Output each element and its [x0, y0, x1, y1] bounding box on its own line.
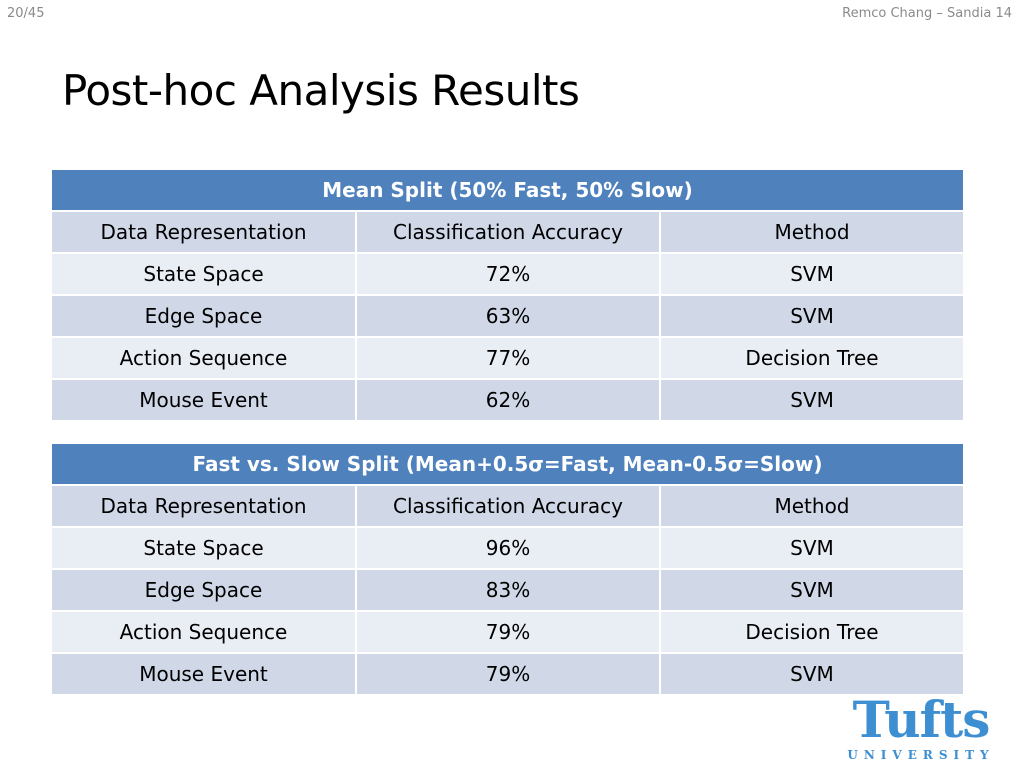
cell-method: SVM [660, 653, 965, 696]
column-header: Data Representation [52, 485, 357, 528]
table-row: Mouse Event 79% SVM [52, 653, 965, 696]
cell-accuracy: 96% [356, 527, 661, 570]
logo-wordmark: Tufts [852, 690, 991, 749]
results-table-mean-split: Mean Split (50% Fast, 50% Slow) Data Rep… [52, 170, 966, 422]
cell-method: SVM [660, 527, 965, 570]
cell-accuracy: 62% [356, 379, 661, 422]
cell-representation: Mouse Event [52, 653, 357, 696]
table-caption: Fast vs. Slow Split (Mean+0.5σ=Fast, Mea… [52, 444, 965, 486]
cell-method: SVM [660, 569, 965, 612]
column-header: Classification Accuracy [356, 485, 661, 528]
column-header: Classification Accuracy [356, 211, 661, 254]
cell-method: SVM [660, 295, 966, 338]
cell-method: SVM [660, 379, 966, 422]
cell-representation: State Space [52, 253, 357, 296]
cell-representation: State Space [52, 527, 357, 570]
table-row: Action Sequence 79% Decision Tree [52, 611, 965, 654]
slide-title: Post-hoc Analysis Results [62, 66, 580, 115]
cell-accuracy: 63% [356, 295, 661, 338]
column-header-row: Data Representation Classification Accur… [52, 211, 966, 254]
cell-accuracy: 79% [356, 611, 661, 654]
presenter-credit: Remco Chang – Sandia 14 [842, 6, 1012, 21]
tufts-university-logo: Tufts UNIVERSITY [838, 690, 1004, 768]
column-header: Method [660, 485, 965, 528]
cell-method: Decision Tree [660, 337, 966, 380]
cell-representation: Action Sequence [52, 611, 357, 654]
cell-accuracy: 83% [356, 569, 661, 612]
page-number: 20/45 [7, 6, 45, 21]
cell-representation: Edge Space [52, 569, 357, 612]
cell-representation: Edge Space [52, 295, 357, 338]
cell-representation: Mouse Event [52, 379, 357, 422]
cell-method: Decision Tree [660, 611, 965, 654]
column-header: Data Representation [52, 211, 357, 254]
cell-representation: Action Sequence [52, 337, 357, 380]
logo-subtext: UNIVERSITY [847, 748, 995, 762]
cell-method: SVM [660, 253, 966, 296]
results-table-fast-slow-split: Fast vs. Slow Split (Mean+0.5σ=Fast, Mea… [52, 444, 965, 696]
table-caption: Mean Split (50% Fast, 50% Slow) [52, 170, 966, 212]
column-header-row: Data Representation Classification Accur… [52, 485, 965, 528]
table-row: Edge Space 83% SVM [52, 569, 965, 612]
table-row: Mouse Event 62% SVM [52, 379, 966, 422]
table-row: State Space 72% SVM [52, 253, 966, 296]
table-row: Action Sequence 77% Decision Tree [52, 337, 966, 380]
column-header: Method [660, 211, 966, 254]
cell-accuracy: 77% [356, 337, 661, 380]
table-row: State Space 96% SVM [52, 527, 965, 570]
cell-accuracy: 79% [356, 653, 661, 696]
table-row: Edge Space 63% SVM [52, 295, 966, 338]
cell-accuracy: 72% [356, 253, 661, 296]
